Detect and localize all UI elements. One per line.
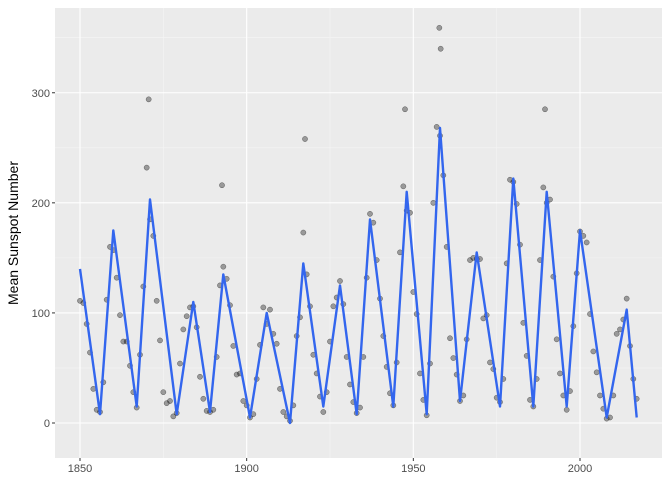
point bbox=[273, 340, 280, 347]
point bbox=[163, 400, 170, 407]
y-tick-label: 100 bbox=[32, 308, 50, 320]
point bbox=[170, 413, 177, 420]
point bbox=[302, 136, 308, 142]
point bbox=[240, 398, 247, 404]
point bbox=[180, 326, 187, 333]
point bbox=[197, 373, 203, 380]
point bbox=[267, 306, 273, 313]
point bbox=[143, 164, 150, 171]
point bbox=[183, 313, 190, 320]
point bbox=[540, 184, 547, 191]
point bbox=[597, 392, 603, 399]
point bbox=[542, 106, 548, 113]
point bbox=[613, 330, 620, 337]
point bbox=[590, 348, 597, 355]
point bbox=[120, 338, 127, 345]
smooth-line bbox=[78, 126, 638, 425]
point bbox=[160, 389, 167, 396]
point bbox=[557, 370, 563, 377]
point bbox=[487, 359, 493, 366]
y-tick-label: 200 bbox=[32, 198, 50, 210]
point bbox=[583, 239, 590, 246]
point bbox=[433, 124, 440, 130]
point bbox=[330, 303, 337, 310]
point bbox=[153, 297, 160, 304]
point bbox=[117, 312, 123, 318]
point bbox=[450, 355, 457, 361]
point bbox=[167, 398, 173, 404]
point bbox=[553, 336, 560, 343]
y-axis-label: Mean Sunspot Number bbox=[5, 161, 21, 305]
point bbox=[467, 257, 473, 263]
x-tick-label: 1900 bbox=[234, 463, 258, 475]
y-tick-label: 300 bbox=[32, 88, 50, 100]
point bbox=[367, 210, 373, 217]
point bbox=[402, 106, 408, 113]
point bbox=[77, 297, 83, 304]
point bbox=[300, 229, 307, 236]
point bbox=[447, 335, 453, 342]
point bbox=[593, 369, 600, 376]
point bbox=[233, 371, 240, 378]
point bbox=[320, 409, 327, 415]
point bbox=[145, 96, 152, 103]
point bbox=[430, 199, 437, 206]
point bbox=[280, 409, 287, 415]
x-tick-label: 2000 bbox=[568, 463, 592, 475]
point bbox=[436, 24, 443, 31]
point bbox=[437, 45, 444, 52]
point bbox=[337, 278, 343, 284]
point bbox=[177, 360, 183, 367]
point bbox=[623, 295, 630, 302]
point bbox=[219, 182, 225, 189]
point bbox=[220, 263, 227, 270]
point bbox=[200, 395, 207, 402]
point bbox=[563, 406, 570, 413]
y-tick-label: 0 bbox=[44, 418, 50, 430]
x-tick-label: 1950 bbox=[401, 463, 425, 475]
point bbox=[260, 304, 267, 311]
x-tick-label: 1850 bbox=[68, 463, 92, 475]
point bbox=[400, 183, 407, 190]
point bbox=[157, 337, 163, 344]
